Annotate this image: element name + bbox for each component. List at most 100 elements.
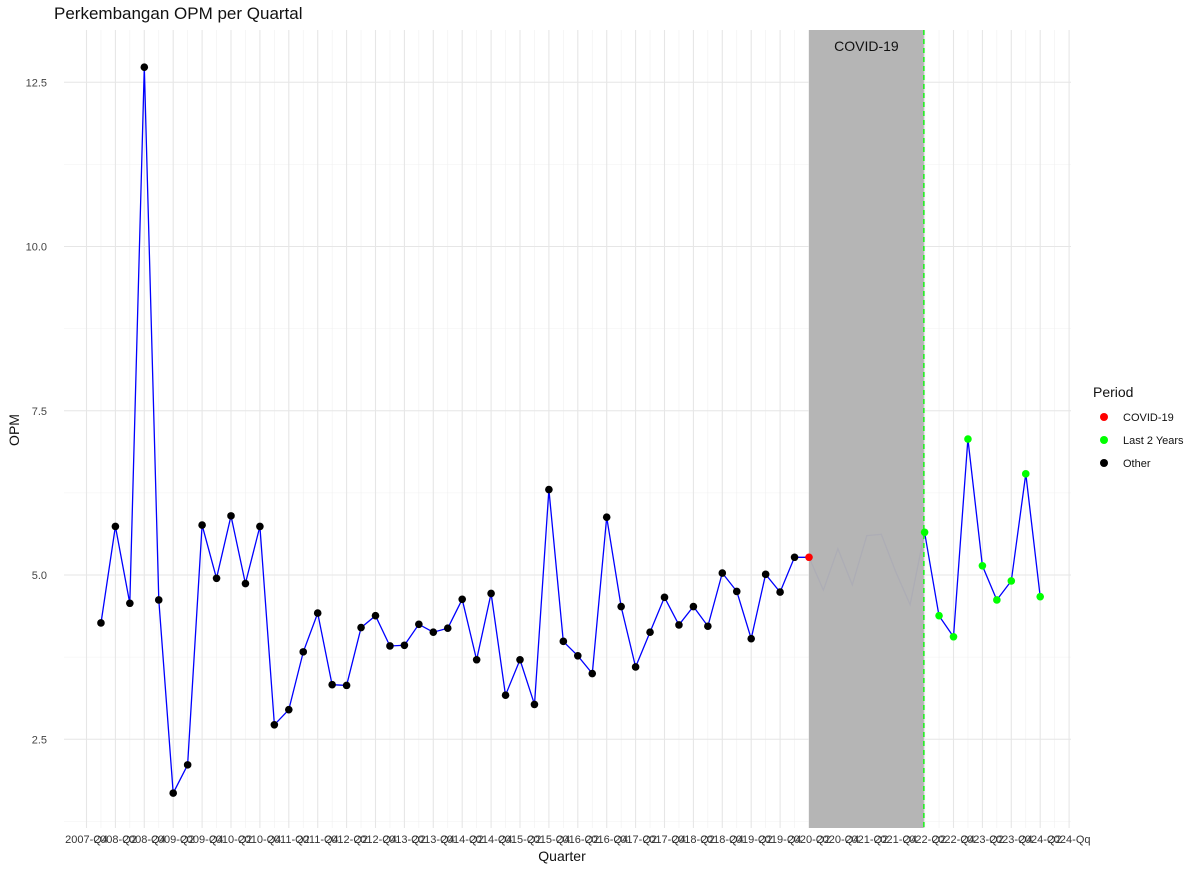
data-point	[285, 705, 293, 714]
data-point	[805, 553, 813, 562]
data-point	[270, 720, 279, 729]
data-point	[328, 680, 336, 689]
data-point	[1036, 592, 1044, 601]
data-point	[313, 609, 322, 617]
data-point	[256, 522, 264, 531]
series-points-layer	[97, 63, 1044, 797]
x-tick-label: 2022-Q4	[932, 834, 975, 846]
y-tick-label: 12.5	[26, 77, 47, 89]
data-point	[617, 602, 625, 611]
x-tick-label: 2015-Q4	[527, 834, 570, 846]
data-point	[949, 632, 958, 641]
data-point	[227, 512, 235, 520]
data-point	[1021, 470, 1030, 478]
x-tick-label: 2023-Q4	[990, 834, 1033, 846]
data-point	[978, 562, 987, 570]
x-tick-label: 2021-Q2	[845, 834, 888, 846]
data-point	[790, 553, 799, 562]
x-tick-label: 2010-Q2	[210, 834, 253, 846]
data-point	[501, 691, 510, 700]
x-tick-label: 2008-Q2	[94, 834, 137, 846]
data-point	[198, 521, 206, 529]
x-tick-label: 2024-Qq	[1048, 834, 1091, 846]
legend-label-other: Other	[1123, 458, 1151, 470]
data-point	[704, 622, 712, 631]
chart-title: Perkembangan OPM per Quartal	[54, 4, 303, 23]
legend: Period COVID-19 Last 2 Years Other	[1093, 384, 1184, 470]
data-point	[574, 652, 582, 660]
legend-swatch-last-2-years	[1100, 436, 1108, 444]
legend-label-covid: COVID-19	[1123, 412, 1174, 424]
data-point	[1007, 577, 1016, 585]
y-axis-title: OPM	[6, 414, 22, 446]
data-point	[993, 596, 1001, 604]
x-tick-label: 2022-Q2	[903, 834, 946, 846]
x-tick-label: 2017-Q2	[614, 834, 657, 846]
data-point	[761, 570, 770, 579]
data-point	[183, 761, 192, 769]
data-point	[472, 655, 481, 664]
y-tick-label: 2.5	[32, 734, 47, 746]
x-tick-label: 2019-Q4	[759, 834, 802, 846]
x-tick-label: 2019-Q2	[730, 834, 773, 846]
x-tick-label: 2017-Q4	[643, 834, 686, 846]
x-tick-label: 2016-Q2	[556, 834, 599, 846]
x-tick-label: 2009-Q4	[181, 834, 224, 846]
data-point	[545, 485, 553, 494]
data-point	[154, 596, 163, 604]
x-tick-label: 2016-Q4	[585, 834, 628, 846]
data-point	[371, 611, 380, 620]
data-point	[732, 587, 741, 596]
x-tick-label: 2007-Q4	[65, 834, 108, 846]
data-point	[646, 628, 654, 636]
x-tick-label: 2008-Q4	[123, 834, 166, 846]
covid-shade	[809, 30, 924, 828]
x-tick-label: 2020-Q4	[816, 834, 859, 846]
data-point	[631, 663, 640, 671]
data-point	[97, 619, 105, 627]
x-tick-label: 2011-Q2	[268, 834, 310, 846]
data-point	[415, 620, 423, 629]
x-tick-label: 2012-Q4	[354, 834, 397, 846]
covid-shade-label: COVID-19	[834, 38, 899, 54]
data-point	[747, 634, 755, 643]
y-tick-label: 7.5	[32, 406, 47, 418]
x-tick-label: 2010-Q4	[238, 834, 281, 846]
data-point	[342, 681, 351, 690]
data-point	[935, 611, 943, 620]
data-point	[964, 435, 972, 443]
data-point	[299, 648, 308, 656]
data-point	[689, 602, 698, 611]
x-tick-label: 2021-Q4	[874, 834, 917, 846]
data-point	[458, 595, 467, 604]
x-axis-title: Quarter	[538, 848, 586, 864]
data-point	[357, 623, 365, 632]
data-point	[588, 669, 597, 678]
x-tick-label: 2014-Q4	[470, 834, 513, 846]
data-point	[443, 624, 452, 633]
data-point	[718, 569, 727, 577]
legend-swatch-other	[1100, 459, 1108, 467]
x-tick-label: 2009-Q2	[152, 834, 195, 846]
data-point	[169, 789, 177, 797]
x-tick-label: 2018-Q2	[672, 834, 715, 846]
data-point	[660, 593, 669, 602]
covid-cover-layer: COVID-19	[809, 30, 925, 828]
x-tick-label: 2018-Q4	[701, 834, 744, 846]
x-axis-ticks: 2007-Q42008-Q22008-Q42009-Q22009-Q42010-…	[65, 834, 1090, 846]
x-tick-label: 2013-Q4	[412, 834, 455, 846]
data-point	[675, 621, 683, 629]
data-point	[920, 528, 929, 537]
x-tick-label: 2013-Q2	[383, 834, 426, 846]
data-point	[516, 655, 524, 664]
data-point	[400, 641, 409, 650]
data-point	[241, 579, 250, 588]
y-axis-ticks: 2.5 5.0 7.5 10.0 12.5	[26, 77, 47, 746]
data-point	[559, 637, 568, 646]
x-tick-label: 2011-Q4	[297, 834, 339, 846]
data-point	[530, 700, 539, 709]
x-tick-label: 2015-Q2	[499, 834, 542, 846]
data-point	[140, 63, 149, 71]
y-tick-label: 5.0	[32, 570, 47, 582]
